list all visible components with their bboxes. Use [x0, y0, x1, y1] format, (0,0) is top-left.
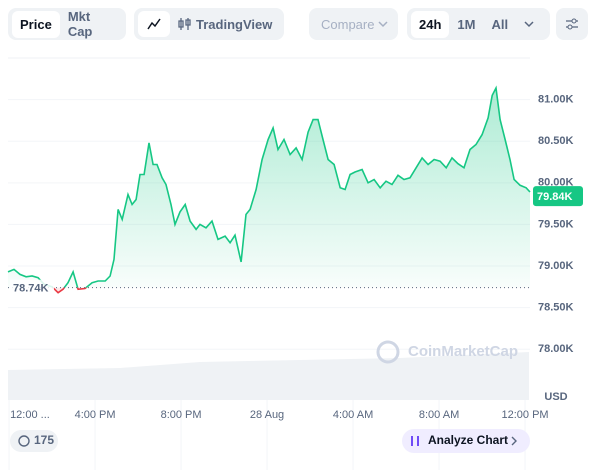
y-unit: USD — [544, 391, 567, 403]
line-button[interactable] — [138, 11, 170, 37]
tab[interactable]: Mkt Cap — [67, 9, 93, 39]
analyze-icon — [411, 436, 419, 446]
x-tick-label: 8:00 PM — [161, 409, 202, 421]
tradingview-label: TradingView — [196, 16, 273, 32]
y-tick-label: 79.00K — [538, 260, 574, 272]
baseline-label-bg — [10, 279, 54, 296]
watermark: CoinMarketCap — [408, 343, 518, 360]
price-line — [7, 85, 531, 288]
y-tick-label: 81.00K — [538, 94, 574, 106]
chevron — [511, 436, 517, 446]
settings-button[interactable] — [556, 8, 588, 40]
current-price-box — [533, 186, 583, 207]
y-tick-label: 80.00K — [538, 177, 574, 189]
range-tabs: 24h 1M All — [407, 8, 550, 40]
range[interactable]: All — [491, 16, 509, 32]
watermark-logo — [376, 340, 400, 364]
footer: 175 Analyze Chart — [10, 429, 530, 453]
y-tick-label: 78.50K — [538, 302, 574, 314]
y-tick-label: 79.50K — [538, 218, 574, 230]
area-up — [8, 88, 530, 288]
count-badge[interactable] — [10, 430, 58, 452]
tab[interactable]: Price — [12, 10, 60, 38]
x-tick-label: 4:00 PM — [75, 409, 116, 421]
x-tick-label: 8:00 AM — [419, 409, 459, 421]
range-more[interactable] — [516, 14, 542, 34]
chart-style: TradingView — [134, 8, 284, 40]
history-icon — [18, 435, 30, 447]
compare-dropdown[interactable]: Compare — [309, 8, 398, 40]
x-tick-label: 4:00 AM — [333, 409, 373, 421]
area-down — [52, 287, 87, 293]
baseline-label: 78.74K — [13, 283, 49, 295]
volume-area — [8, 352, 529, 400]
analyze-button[interactable] — [402, 429, 530, 453]
y-tick-label: 80.50K — [538, 135, 574, 147]
tradingview-button[interactable]: TradingView — [170, 11, 280, 38]
x-tick-label: 12:00 ... — [10, 409, 50, 421]
analyze-label: Analyze Chart — [428, 433, 508, 447]
y-tick-label: 78.00K — [538, 343, 574, 355]
x-tick-label: 12:00 PM — [502, 409, 549, 421]
x-tick-label: 28 Aug — [250, 409, 284, 421]
compare-label: Compare — [313, 11, 396, 38]
compare-text: Compare — [321, 16, 375, 32]
count: 175 — [34, 433, 54, 447]
range[interactable]: 24h — [411, 10, 450, 38]
metric-tabs: Price Mkt Cap — [8, 8, 126, 40]
current-price-label: 79.84K — [537, 191, 573, 203]
range[interactable]: 1M — [457, 16, 476, 32]
